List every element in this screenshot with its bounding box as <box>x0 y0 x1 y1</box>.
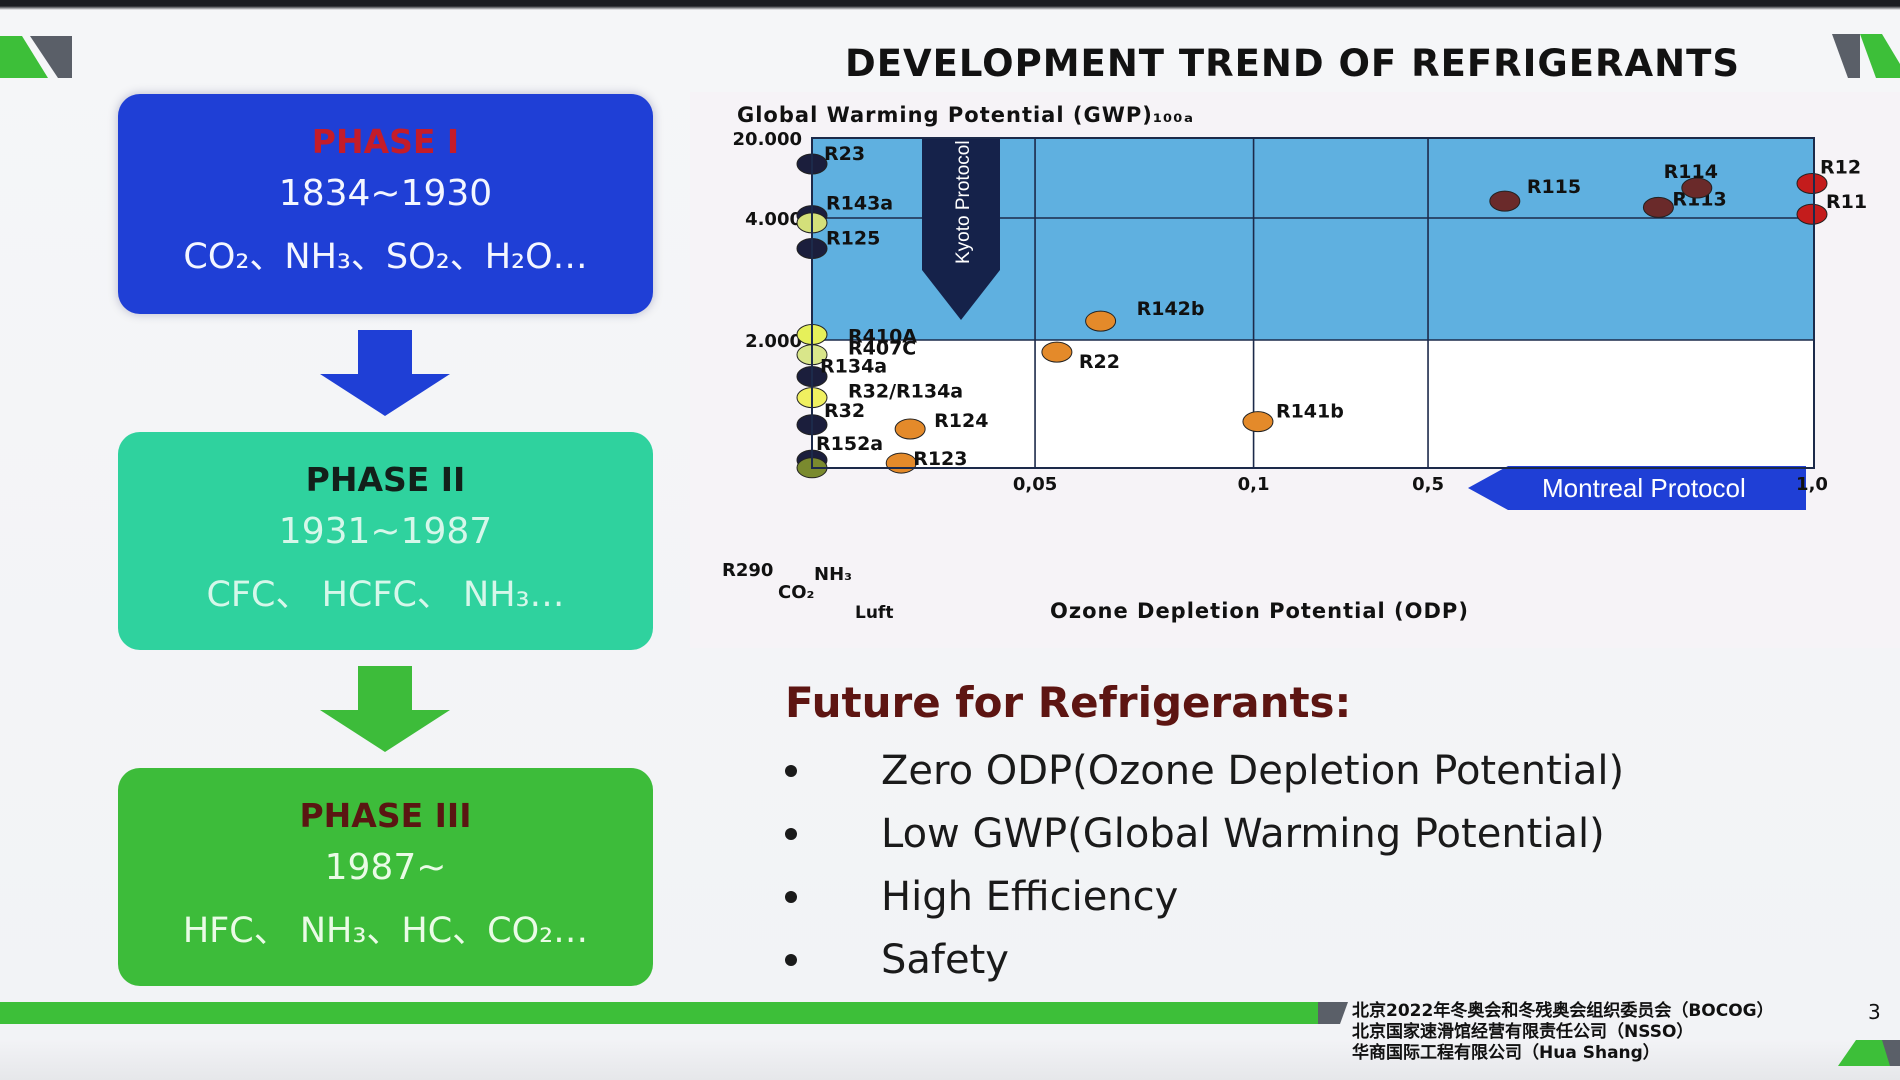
footer-line-nsso: 北京国家速滑馆经营有限责任公司（NSSO） <box>1352 1022 1694 1042</box>
point-label: R32 <box>824 400 865 422</box>
x-origin-label-luft: Luft <box>855 603 893 623</box>
point-label: R124 <box>934 410 988 432</box>
phase-3-years: 1987~ <box>324 847 447 888</box>
gwp-odp-chart: Kyoto Protocol Montreal Protocol 0,05 0,1… <box>690 92 1900 648</box>
y-origin-label: R290 <box>722 560 773 581</box>
data-point-r115 <box>1489 190 1521 212</box>
x-tick-label: 1,0 <box>1796 474 1828 495</box>
bullet-text: Safety <box>881 937 1009 983</box>
footer-bar-slant <box>1318 1002 1348 1024</box>
phase-3-title: PHASE III <box>299 796 472 835</box>
data-point-r114 <box>1681 177 1713 199</box>
future-bullet-list: Zero ODP(Ozone Depletion Potential) Low … <box>785 745 1624 997</box>
chart-svg: Kyoto Protocol Montreal Protocol 0,05 0,1… <box>722 103 1867 623</box>
y-tick-label: 4.000 <box>745 209 802 230</box>
x-tick-label: 0,5 <box>1412 474 1444 495</box>
footer-organizations: 北京2022年冬奥会和冬残奥会组织委员会（BOCOG） 北京国家速滑馆经营有限责… <box>1352 1001 1774 1064</box>
bullet-item: Zero ODP(Ozone Depletion Potential) <box>785 745 1624 808</box>
footer-line-hua-shang: 华商国际工程有限公司（Hua Shang） <box>1352 1043 1660 1063</box>
point-label: R141b <box>1276 401 1344 423</box>
point-label: R22 <box>1079 351 1120 373</box>
bottom-right-corner-decoration <box>1838 1040 1900 1066</box>
phase-3-refrigerants: HFC、 NH₃、HC、CO₂… <box>182 911 589 951</box>
page-number: 3 <box>1868 1000 1881 1024</box>
point-label: R23 <box>824 143 865 165</box>
data-point-r12 <box>1796 172 1828 194</box>
data-point-r22 <box>1041 341 1073 363</box>
bullet-icon <box>785 891 797 903</box>
future-heading: Future for Refrigerants: <box>785 678 1352 727</box>
point-label: R152a <box>816 433 883 455</box>
montreal-protocol-label: Montreal Protocol <box>1542 473 1746 503</box>
point-label: R123 <box>913 448 967 470</box>
data-point-r141b <box>1242 411 1274 433</box>
y-axis-label: Global Warming Potential (GWP)₁₀₀ₐ <box>737 103 1194 127</box>
point-label: R115 <box>1527 176 1581 198</box>
down-arrow-icon <box>320 330 450 416</box>
data-point-r142b <box>1085 310 1117 332</box>
point-label: R134a <box>820 355 887 377</box>
x-origin-label-nh3: NH₃ <box>814 564 852 585</box>
point-label: R114 <box>1664 161 1718 183</box>
bullet-text: Zero ODP(Ozone Depletion Potential) <box>881 748 1625 794</box>
data-point-r123 <box>885 452 917 474</box>
point-label: R12 <box>1820 156 1861 178</box>
bullet-icon <box>785 765 797 777</box>
phase-2-refrigerants: CFC、 HCFC、 NH₃… <box>206 575 565 615</box>
bullet-item: Low GWP(Global Warming Potential) <box>785 808 1624 871</box>
phase-1-years: 1834~1930 <box>278 173 493 214</box>
bullet-icon <box>785 828 797 840</box>
x-origin-label-co2: CO₂ <box>778 582 814 603</box>
x-tick-label: 0,05 <box>1013 474 1057 495</box>
phase-2-box: PHASE II 1931~1987 CFC、 HCFC、 NH₃… <box>118 432 653 650</box>
top-right-corner-decoration <box>1832 34 1900 78</box>
point-label: R410A <box>848 326 917 348</box>
bullet-icon <box>785 954 797 966</box>
top-left-corner-decoration <box>0 36 72 78</box>
bullet-text: Low GWP(Global Warming Potential) <box>881 811 1605 857</box>
bullet-item: High Efficiency <box>785 871 1624 934</box>
phase-1-title: PHASE I <box>311 122 460 161</box>
y-tick-label: 20.000 <box>733 129 802 150</box>
point-label: R11 <box>1826 191 1867 213</box>
x-tick-label: 0,1 <box>1238 474 1270 495</box>
data-point-r11 <box>1796 203 1828 225</box>
kyoto-protocol-label: Kyoto Protocol <box>953 140 974 264</box>
phase-2-years: 1931~1987 <box>278 511 493 552</box>
montreal-protocol-arrow: Montreal Protocol <box>1468 466 1806 510</box>
footer-line-bocog: 北京2022年冬奥会和冬残奥会组织委员会（BOCOG） <box>1352 1001 1774 1021</box>
bullet-text: High Efficiency <box>881 874 1179 920</box>
phase-2-title: PHASE II <box>305 460 466 499</box>
y-tick-label: 2.000 <box>745 331 802 352</box>
data-point-r124 <box>894 418 926 440</box>
kyoto-protocol-arrow: Kyoto Protocol <box>922 138 1000 320</box>
data-point-r113 <box>1642 196 1674 218</box>
plot-frame <box>811 137 1815 469</box>
footer-green-bar <box>0 1002 1340 1024</box>
slide-title: DEVELOPMENT TREND OF REFRIGERANTS <box>845 42 1741 85</box>
point-label: R32/R134a <box>848 381 963 403</box>
phase-1-box: PHASE I 1834~1930 CO₂、NH₃、SO₂、H₂O… <box>118 94 653 314</box>
phase-3-box: PHASE III 1987~ HFC、 NH₃、HC、CO₂… <box>118 768 653 986</box>
point-label: R142b <box>1137 298 1205 320</box>
point-label: R125 <box>826 227 880 249</box>
point-label: R407C <box>848 338 916 360</box>
x-axis-label: Ozone Depletion Potential (ODP) <box>1050 599 1469 623</box>
bullet-item: Safety <box>785 934 1624 997</box>
point-label: R143a <box>826 193 893 215</box>
phase-1-refrigerants: CO₂、NH₃、SO₂、H₂O… <box>183 237 588 277</box>
down-arrow-icon <box>320 666 450 752</box>
